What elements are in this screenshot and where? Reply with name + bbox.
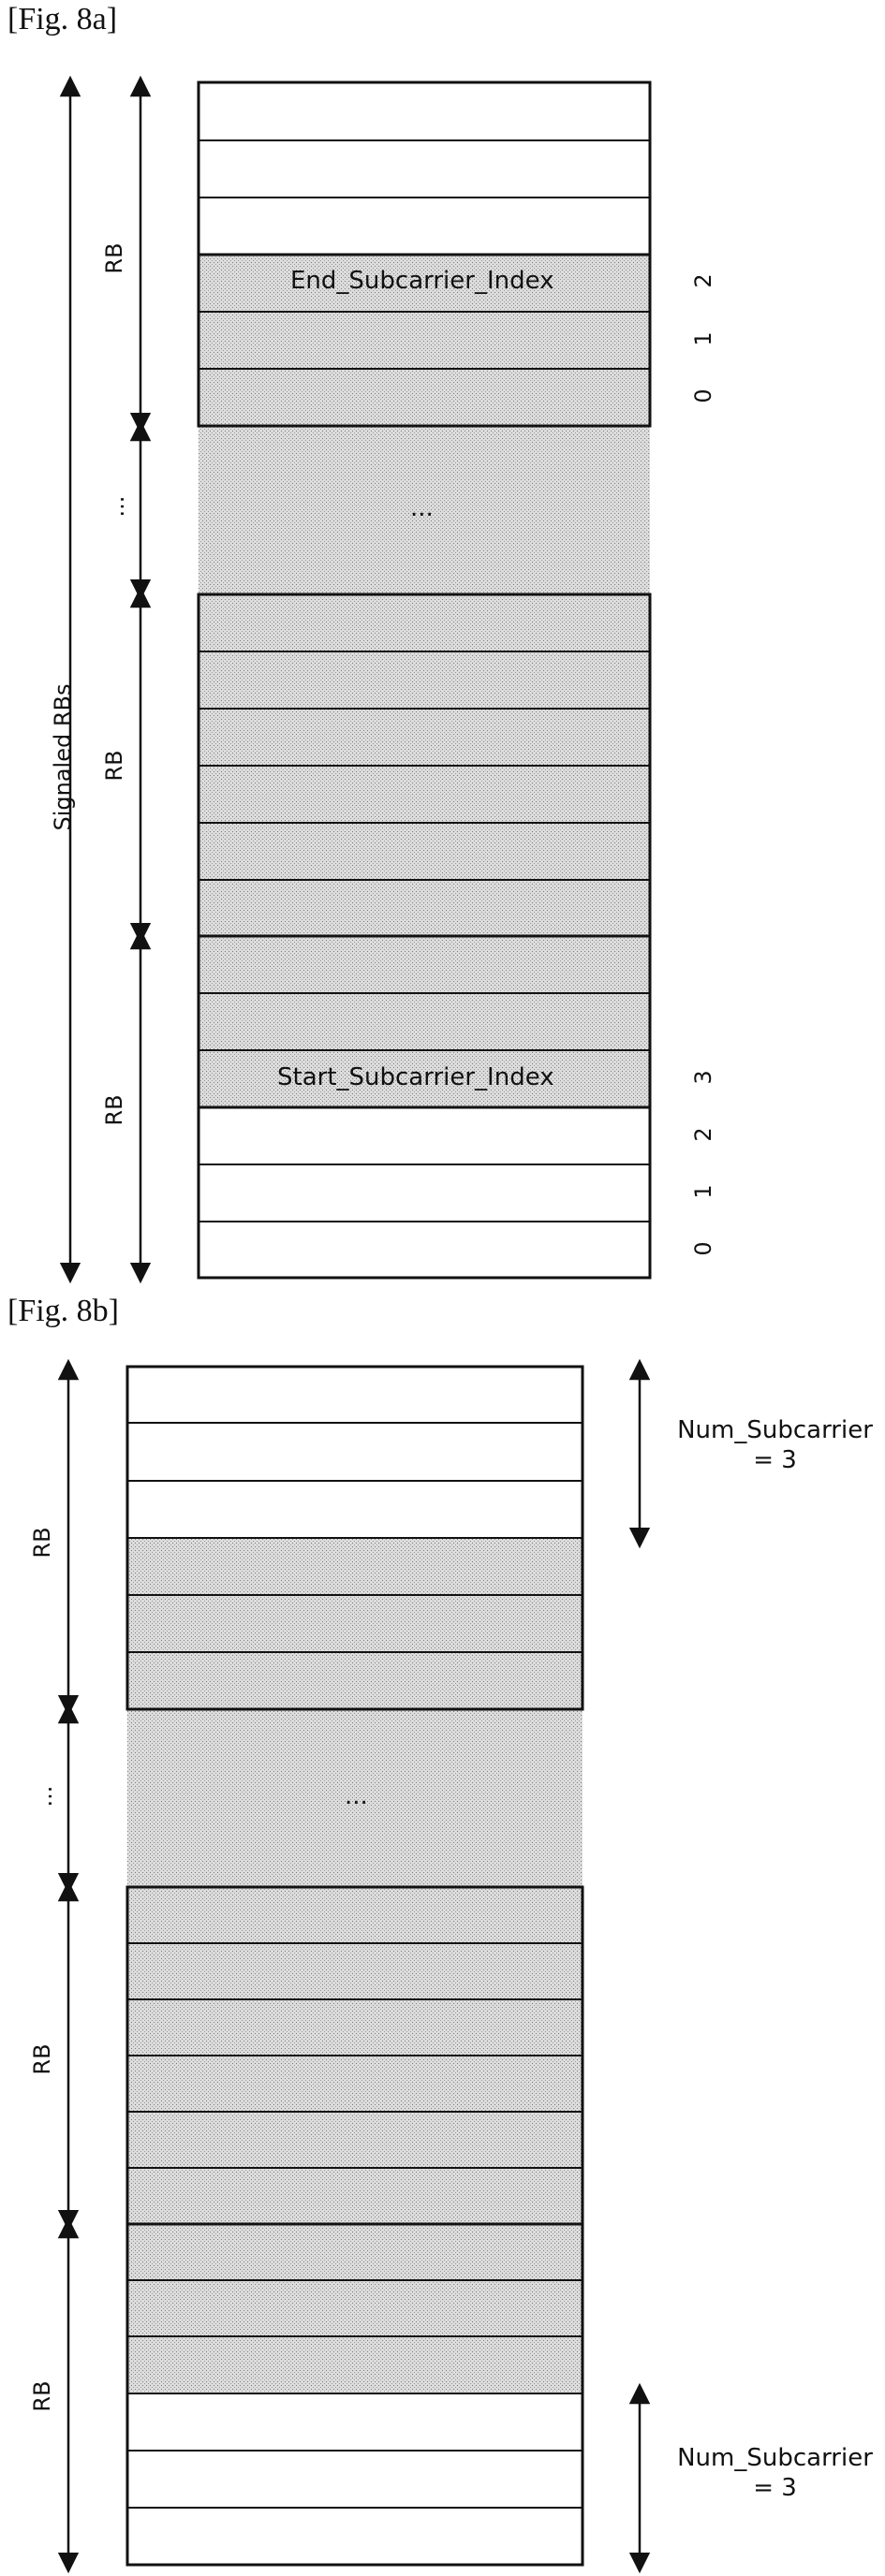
ellipsis-label: ... [103, 488, 129, 525]
ellipsis-label-8b: ... [31, 1778, 57, 1815]
subcarrier-index: 2 [690, 267, 716, 295]
fig-8b-shading [127, 1538, 583, 2393]
rb-label-bottom: RB [101, 1082, 127, 1138]
subcarrier-index: 1 [690, 325, 716, 353]
subcarrier-index: 0 [690, 382, 716, 410]
num-subcarrier-bottom-line2: = 3 [665, 2473, 885, 2503]
num-subcarrier-top-line2: = 3 [665, 1445, 885, 1475]
num-subcarrier-bottom-label: Num_Subcarrier = 3 [665, 2443, 885, 2503]
fig-8a-shading [199, 255, 650, 1107]
subcarrier-index: 0 [690, 1235, 716, 1263]
num-subcarrier-top-line1: Num_Subcarrier [665, 1415, 885, 1445]
start-subcarrier-index-label: Start_Subcarrier_Index [277, 1063, 554, 1091]
ellipsis-center-8b: ... [345, 1782, 368, 1810]
subcarrier-index: 3 [690, 1063, 716, 1091]
end-subcarrier-index-label: End_Subcarrier_Index [290, 267, 554, 295]
num-subcarrier-bottom-line1: Num_Subcarrier [665, 2443, 885, 2473]
rb-label-middle: RB [101, 738, 127, 794]
rb-label-middle-8b: RB [29, 2031, 55, 2087]
rb-label-top-8b: RB [29, 1515, 55, 1571]
ellipsis-center-8a: ... [410, 494, 434, 522]
num-subcarrier-top-label: Num_Subcarrier = 3 [665, 1415, 885, 1475]
rb-label-top: RB [101, 230, 127, 286]
rb-label-bottom-8b: RB [29, 2368, 55, 2424]
subcarrier-index: 2 [690, 1120, 716, 1149]
subcarrier-index: 1 [690, 1178, 716, 1206]
signaled-rbs-label: Signaled RBs [50, 678, 76, 837]
